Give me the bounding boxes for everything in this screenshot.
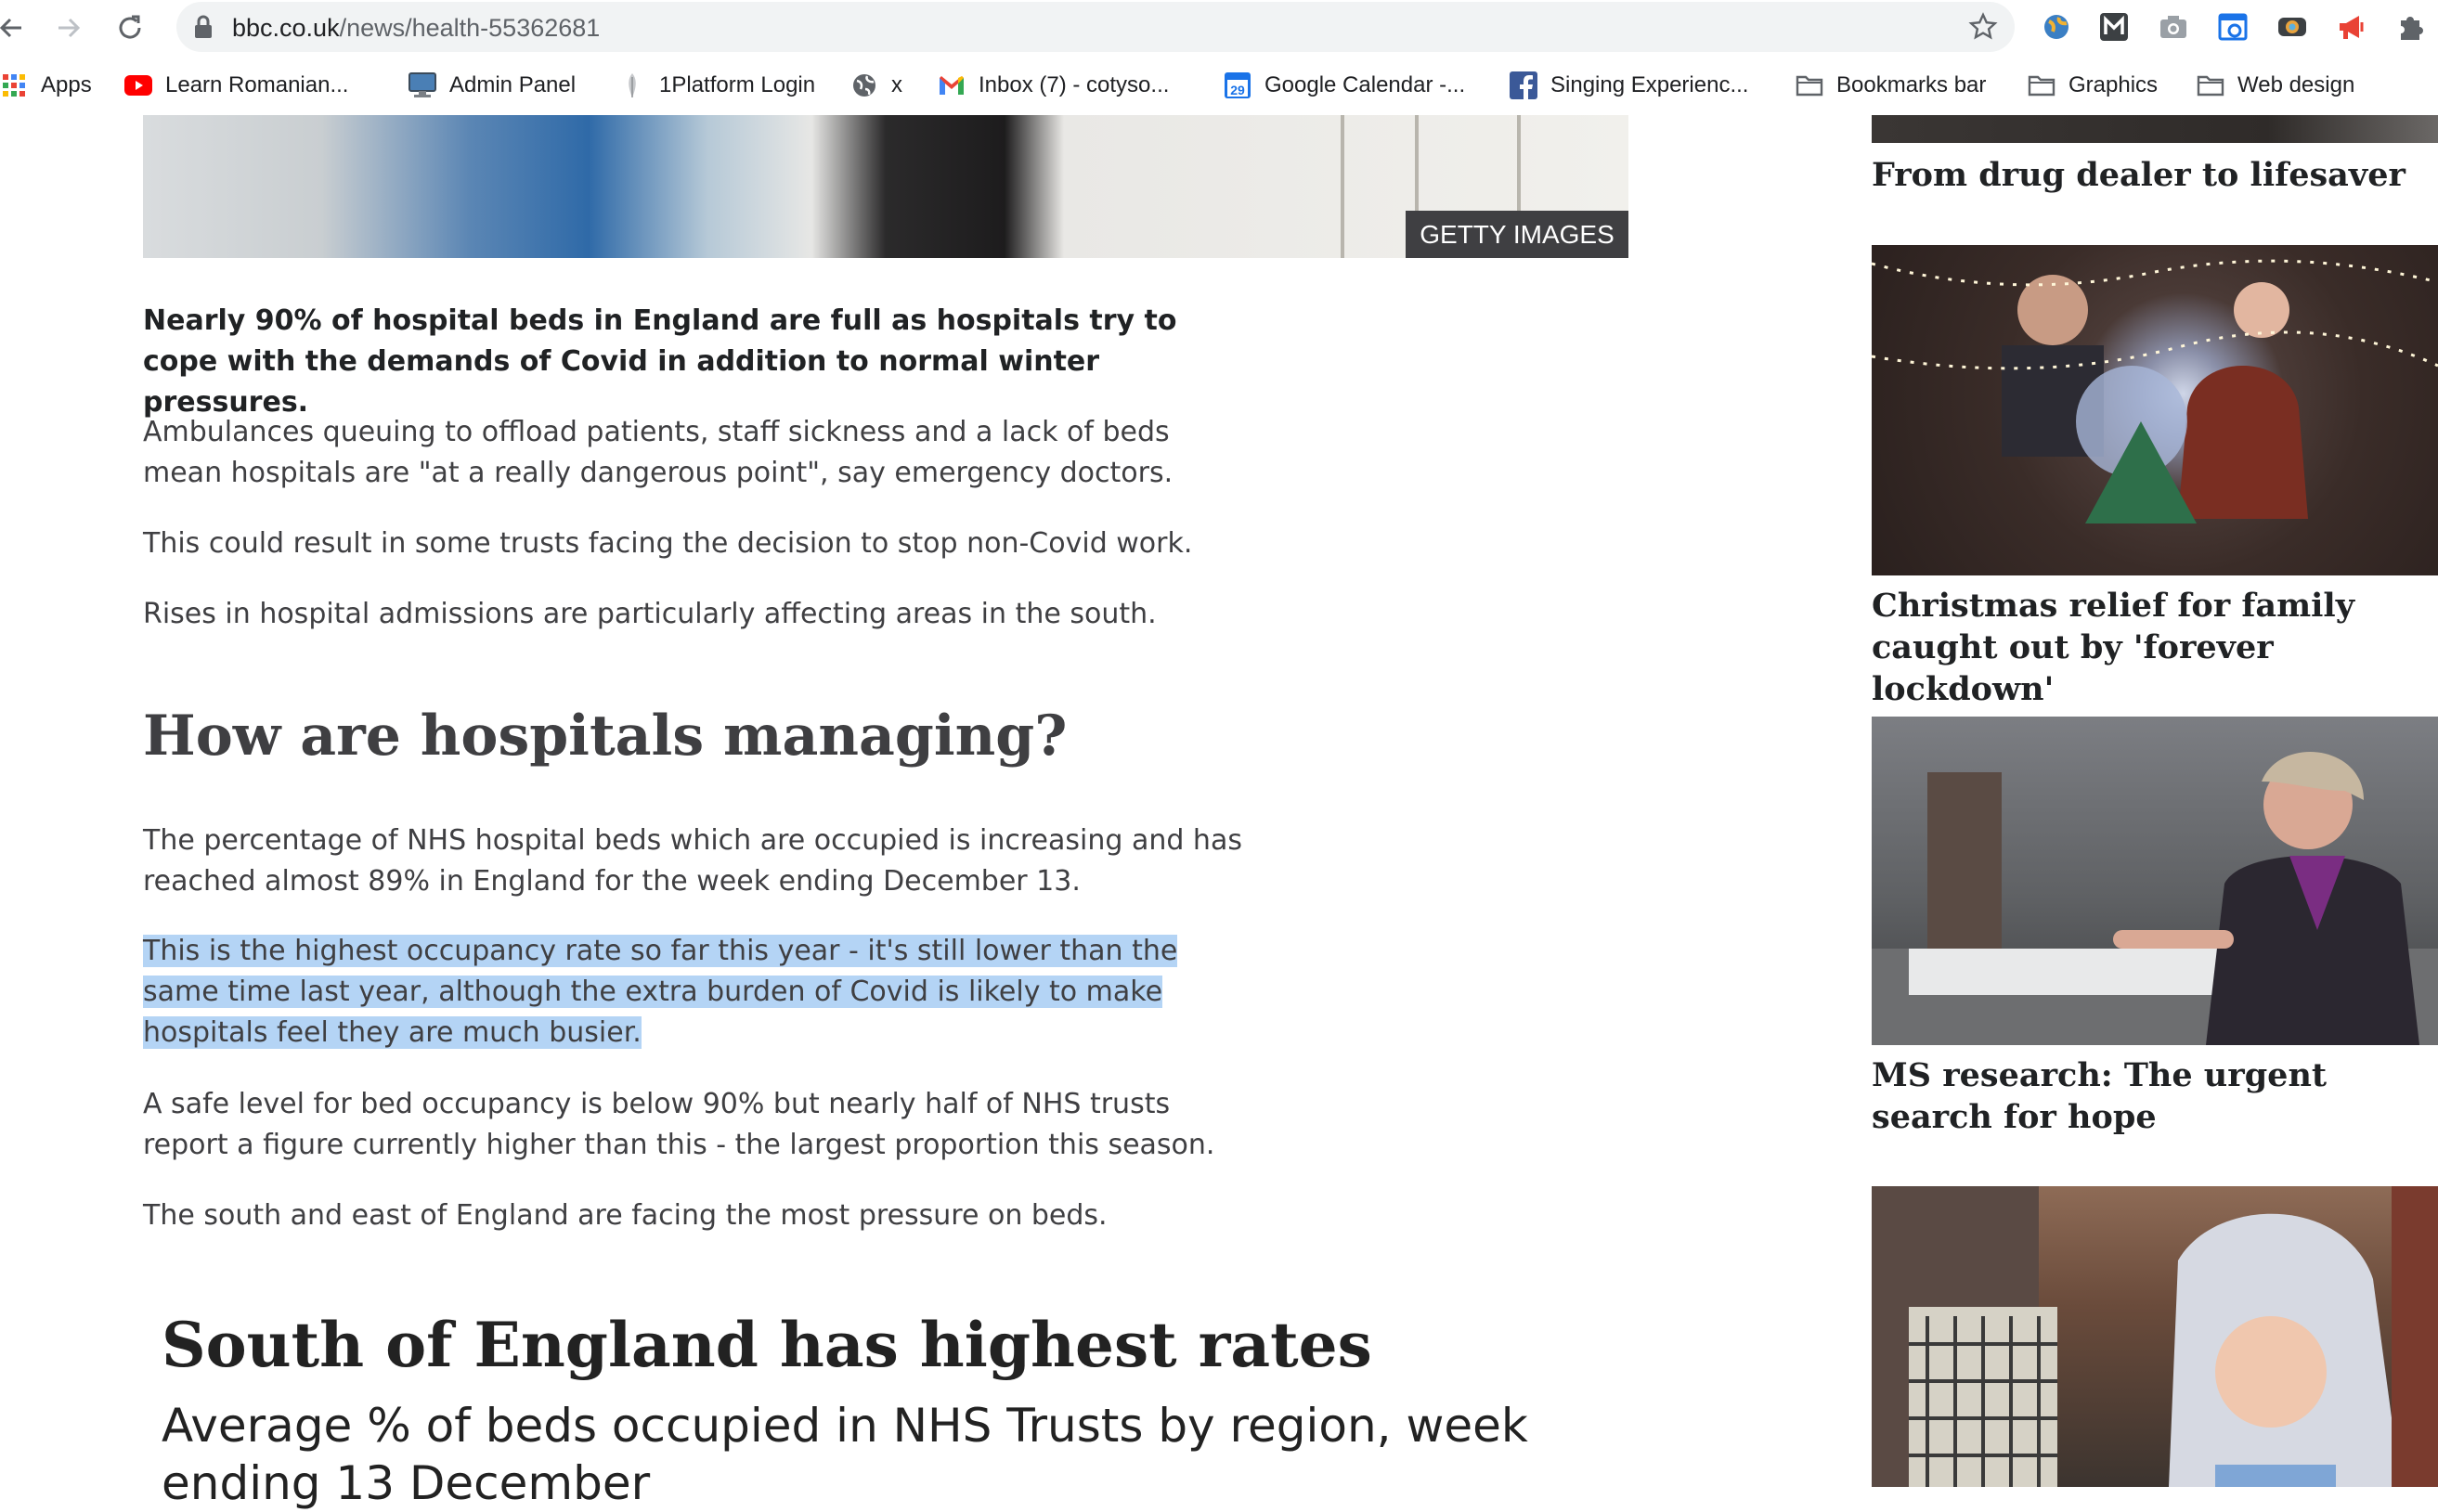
bookmark-x[interactable]: x xyxy=(850,63,902,108)
m-extension-icon[interactable] xyxy=(2096,9,2132,45)
story-image[interactable] xyxy=(1872,115,2438,143)
folder-icon xyxy=(2028,71,2055,99)
story-image[interactable] xyxy=(1872,1186,2438,1487)
story-title[interactable]: Christmas relief for family caught out b… xyxy=(1872,587,2355,708)
image-detail xyxy=(1517,115,1521,258)
bookmarks-bar: Apps Learn Romanian... Admin Panel 1Plat… xyxy=(0,56,2438,115)
folder-icon xyxy=(1796,71,1823,99)
bookmark-google-calendar[interactable]: 29 Google Calendar -... xyxy=(1224,63,1465,108)
bookmark-label: Google Calendar -... xyxy=(1264,72,1466,97)
bookmark-star-icon[interactable] xyxy=(1968,12,1998,46)
apps-grid-icon xyxy=(0,71,28,99)
monitor-icon xyxy=(408,71,436,99)
story-image[interactable] xyxy=(1872,717,2438,1045)
article-paragraph: Rises in hospital admissions are particu… xyxy=(143,598,1157,630)
youtube-icon xyxy=(124,71,152,99)
article-lead: Nearly 90% of hospital beds in England a… xyxy=(143,304,1177,419)
lock-icon xyxy=(193,15,214,44)
bookmark-label: Singing Experienc... xyxy=(1550,72,1749,97)
bookmark-label: Learn Romanian... xyxy=(165,72,349,97)
section-heading: How are hospitals managing? xyxy=(143,704,1068,769)
calendar-icon: 29 xyxy=(1224,71,1251,99)
bookmark-1platform-login[interactable]: 1Platform Login xyxy=(618,63,815,108)
calendar-day: 29 xyxy=(1230,83,1245,97)
back-icon[interactable] xyxy=(0,6,33,50)
bookmark-bookmarks-bar[interactable]: Bookmarks bar xyxy=(1796,63,1986,108)
chart-title: South of England has highest rates xyxy=(162,1309,1372,1381)
image-detail xyxy=(1415,115,1419,258)
bookmark-label: Apps xyxy=(41,72,92,97)
image-credit: GETTY IMAGES xyxy=(1406,211,1628,258)
megaphone-extension-icon[interactable] xyxy=(2334,9,2369,45)
bookmark-singing-experience[interactable]: Singing Experienc... xyxy=(1510,63,1748,108)
address-bar[interactable]: bbc.co.uk/news/health-55362681 xyxy=(176,2,2015,52)
browser-toolbar: bbc.co.uk/news/health-55362681 xyxy=(0,0,2438,56)
story-title[interactable]: MS research: The urgent search for hope xyxy=(1872,1056,2328,1136)
bookmark-label: Admin Panel xyxy=(449,72,577,97)
article-paragraph: The south and east of England are facing… xyxy=(143,1199,1108,1232)
folder-icon xyxy=(2197,71,2224,99)
story-image-scene xyxy=(1872,751,2438,1045)
forward-icon[interactable] xyxy=(46,6,91,50)
bookmark-label: x xyxy=(891,72,902,97)
url-host: bbc.co.uk xyxy=(232,14,340,42)
article-paragraph: A safe level for bed occupancy is below … xyxy=(143,1088,1215,1161)
url-text[interactable]: bbc.co.uk/news/health-55362681 xyxy=(232,14,600,43)
bookmark-graphics[interactable]: Graphics xyxy=(2028,63,2158,108)
bookmark-inbox[interactable]: Inbox (7) - cotyso... xyxy=(938,63,1169,108)
reload-icon[interactable] xyxy=(108,6,152,50)
bookmark-label: Bookmarks bar xyxy=(1836,72,1987,97)
bookmark-learn-romanian[interactable]: Learn Romanian... xyxy=(124,63,348,108)
extensions-puzzle-icon[interactable] xyxy=(2393,9,2429,45)
bookmark-apps[interactable]: Apps xyxy=(0,63,92,108)
bookmark-admin-panel[interactable]: Admin Panel xyxy=(408,63,576,108)
url-path: /news/health-55362681 xyxy=(339,14,601,42)
camera-extension-icon[interactable] xyxy=(2156,9,2191,45)
article-paragraph: Ambulances queuing to offload patients, … xyxy=(143,416,1174,489)
bookmark-web-design[interactable]: Web design xyxy=(2197,63,2354,108)
story-image-scene xyxy=(1872,1186,2438,1487)
story-title[interactable]: From drug dealer to lifesaver xyxy=(1872,156,2406,194)
article-paragraph: This could result in some trusts facing … xyxy=(143,527,1193,560)
bookmark-label: 1Platform Login xyxy=(659,72,816,97)
article-hero-image xyxy=(143,115,1628,258)
bookmark-label: Inbox (7) - cotyso... xyxy=(979,72,1170,97)
facebook-icon xyxy=(1510,71,1537,99)
article-paragraph-selected[interactable]: This is the highest occupancy rate so fa… xyxy=(143,931,1257,1053)
chart-subtitle: Average % of beds occupied in NHS Trusts… xyxy=(162,1399,1528,1510)
gmail-icon xyxy=(938,71,966,99)
story-image-scene xyxy=(1872,259,2438,523)
article-paragraph: The percentage of NHS hospital beds whic… xyxy=(143,824,1242,898)
globe-extension-icon[interactable] xyxy=(2039,9,2074,45)
bookmark-label: Web design xyxy=(2237,72,2355,97)
lens-extension-icon[interactable] xyxy=(2275,9,2310,45)
globe-icon xyxy=(850,71,878,99)
story-image[interactable] xyxy=(1872,245,2438,575)
screenshot-extension-icon[interactable] xyxy=(2215,9,2250,45)
image-detail xyxy=(1341,115,1344,258)
feather-icon xyxy=(618,71,646,99)
text-selection: This is the highest occupancy rate so fa… xyxy=(143,935,1178,1049)
bookmark-label: Graphics xyxy=(2068,72,2159,97)
